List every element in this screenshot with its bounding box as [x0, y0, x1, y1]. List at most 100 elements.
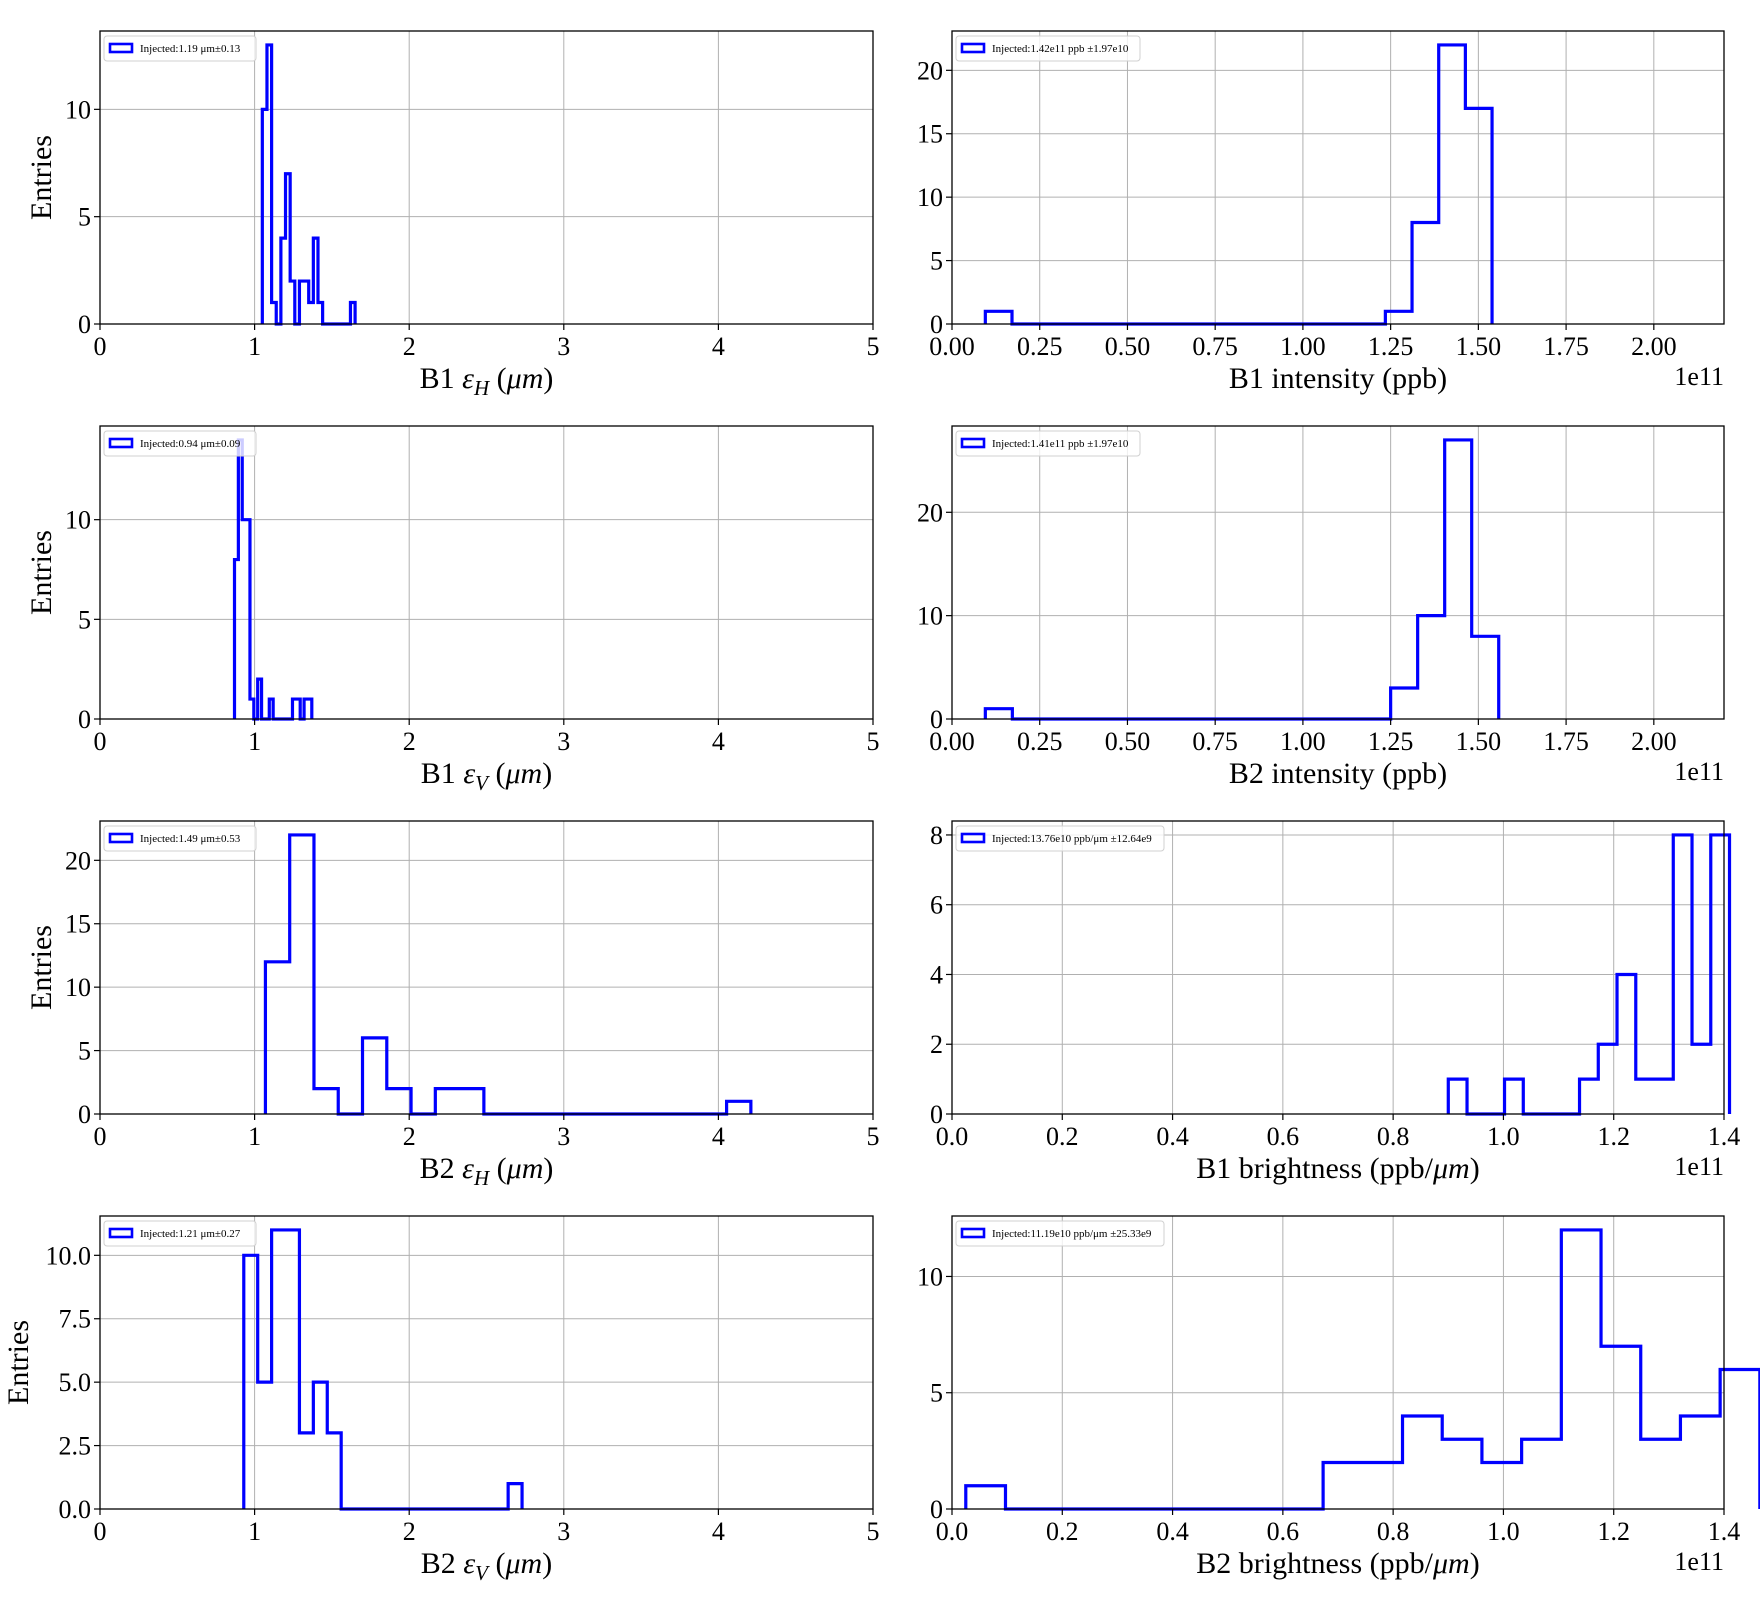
axes-frame: [951, 30, 1725, 325]
y-axis-label: Entries: [2, 1320, 35, 1405]
x-tick-label: 3: [557, 1122, 570, 1151]
x-tick-label: 0.25: [1017, 727, 1063, 756]
legend-swatch: [108, 42, 134, 54]
histogram-panel: 0 1 2 3 4 5 0 5 10 B1 εV (μm) Entries Injected:0.94…: [25, 425, 880, 795]
legend-box: [103, 430, 257, 457]
x-tick-label: 3: [557, 1517, 570, 1546]
y-tick-label: 10.0: [46, 1241, 92, 1270]
x-tick-label: 5: [867, 332, 880, 361]
x-tick-label: 0.2: [1046, 1517, 1079, 1546]
legend-label: Injected:1.21 μm±0.27: [140, 1228, 241, 1240]
legend-box: [103, 1220, 257, 1247]
x-tick-label: 2: [403, 1122, 416, 1151]
x-tick-label: 0: [94, 1517, 107, 1546]
y-tick-label: 15: [917, 120, 943, 149]
y-tick-label: 5: [930, 247, 943, 276]
y-tick-label: 5: [930, 1379, 943, 1408]
x-tick-label: 0: [94, 332, 107, 361]
x-tick-label: 2: [403, 1517, 416, 1546]
plot-area: [952, 426, 1724, 719]
y-tick-label: 0: [930, 310, 943, 339]
x-tick-label: 1.50: [1456, 727, 1502, 756]
y-tick-label: 0: [78, 705, 91, 734]
y-tick-label: 15: [65, 910, 91, 939]
legend-swatch: [108, 437, 134, 449]
y-tick-label: 2.5: [59, 1432, 92, 1461]
y-tick-label: 0: [930, 1100, 943, 1129]
x-axis-label: B2 εH (μm): [420, 1152, 554, 1190]
legend: Injected:13.76e10 ppb/μm ±12.64e9: [955, 825, 1165, 852]
x-tick-label: 1.25: [1368, 727, 1414, 756]
y-tick-label: 10: [917, 1262, 943, 1291]
histogram-panel: 0.00 0.25 0.50 0.75 1.00 1.25 1.50 1.75 2.00 0 5 10…: [917, 30, 1725, 395]
x-tick-label: 5: [867, 1122, 880, 1151]
x-tick-label: 3: [557, 727, 570, 756]
x-tick-label: 0.0: [936, 1122, 969, 1151]
y-tick-label: 5: [78, 605, 91, 634]
x-tick-label: 1.00: [1280, 727, 1326, 756]
x-tick-label: 1.2: [1597, 1517, 1630, 1546]
x-offset-text: 1e11: [1674, 757, 1724, 786]
x-tick-label: 0: [94, 727, 107, 756]
y-tick-label: 8: [930, 821, 943, 850]
legend-box: [103, 825, 257, 852]
x-tick-label: 1.2: [1597, 1122, 1630, 1151]
axes-frame: [99, 1215, 874, 1510]
x-tick-label: 1: [248, 1517, 261, 1546]
x-tick-label: 0.75: [1192, 727, 1238, 756]
y-tick-label: 0.0: [59, 1495, 92, 1524]
x-offset-text: 1e11: [1674, 1152, 1724, 1181]
histogram-panel: 0.00 0.25 0.50 0.75 1.00 1.25 1.50 1.75 2.00 0 10 2…: [917, 425, 1725, 790]
y-axis-label: Entries: [25, 135, 58, 220]
y-tick-label: 20: [917, 56, 943, 85]
y-tick-label: 10: [65, 506, 91, 535]
legend-swatch: [108, 832, 134, 844]
y-tick-label: 10: [65, 95, 91, 124]
y-axis-label: Entries: [25, 925, 58, 1010]
histogram-panel: 0.0 0.2 0.4 0.6 0.8 1.0 1.2 1.4 0 5 10 B2 brightnes…: [917, 1215, 1760, 1580]
legend: Injected:0.94 μm±0.09: [103, 430, 257, 457]
x-tick-label: 1.25: [1368, 332, 1414, 361]
plot-area: [100, 821, 873, 1114]
x-axis-label: B2 intensity (ppb): [1229, 757, 1447, 790]
x-tick-label: 2.00: [1631, 727, 1677, 756]
axes-frame: [951, 425, 1725, 720]
y-tick-label: 0: [78, 310, 91, 339]
y-tick-label: 6: [930, 891, 943, 920]
x-tick-label: 0.0: [936, 1517, 969, 1546]
x-tick-label: 0.75: [1192, 332, 1238, 361]
legend: Injected:1.42e11 ppb ±1.97e10: [955, 35, 1141, 62]
legend-label: Injected:1.42e11 ppb ±1.97e10: [992, 43, 1129, 55]
histogram-panel: 0 1 2 3 4 5 0 5 10 15 20 B2 εH (μm) Entries Injected:…: [25, 820, 880, 1190]
histogram-panel: 0 1 2 3 4 5 0 5 10 B1 εH (μm) Entries Injected:1.19…: [25, 30, 880, 400]
x-tick-label: 0.6: [1267, 1122, 1300, 1151]
x-tick-label: 1: [248, 1122, 261, 1151]
y-tick-label: 4: [930, 960, 943, 989]
x-tick-label: 0.6: [1267, 1517, 1300, 1546]
x-tick-label: 0.4: [1156, 1122, 1189, 1151]
y-tick-label: 5: [78, 1037, 91, 1066]
x-tick-label: 0.00: [929, 332, 975, 361]
x-axis-label: B1 intensity (ppb): [1229, 362, 1447, 395]
x-tick-label: 1.4: [1708, 1122, 1741, 1151]
legend-swatch: [960, 832, 986, 844]
x-offset-text: 1e11: [1674, 362, 1724, 391]
y-tick-label: 5.0: [59, 1368, 92, 1397]
x-tick-label: 1.00: [1280, 332, 1326, 361]
y-axis-label: Entries: [25, 530, 58, 615]
y-tick-label: 5: [78, 203, 91, 232]
legend-label: Injected:1.19 μm±0.13: [140, 43, 241, 55]
axes-frame: [99, 425, 874, 720]
x-tick-label: 1.75: [1543, 332, 1589, 361]
x-tick-label: 4: [712, 1122, 725, 1151]
legend-swatch: [960, 1227, 986, 1239]
y-tick-label: 2: [930, 1030, 943, 1059]
y-tick-label: 0: [930, 705, 943, 734]
legend-label: Injected:11.19e10 ppb/μm ±25.33e9: [992, 1228, 1152, 1240]
x-tick-label: 5: [867, 727, 880, 756]
axes-frame: [99, 820, 874, 1115]
x-tick-label: 2: [403, 727, 416, 756]
x-tick-label: 0.8: [1377, 1122, 1410, 1151]
x-tick-label: 0.50: [1105, 332, 1151, 361]
y-tick-label: 0: [930, 1495, 943, 1524]
